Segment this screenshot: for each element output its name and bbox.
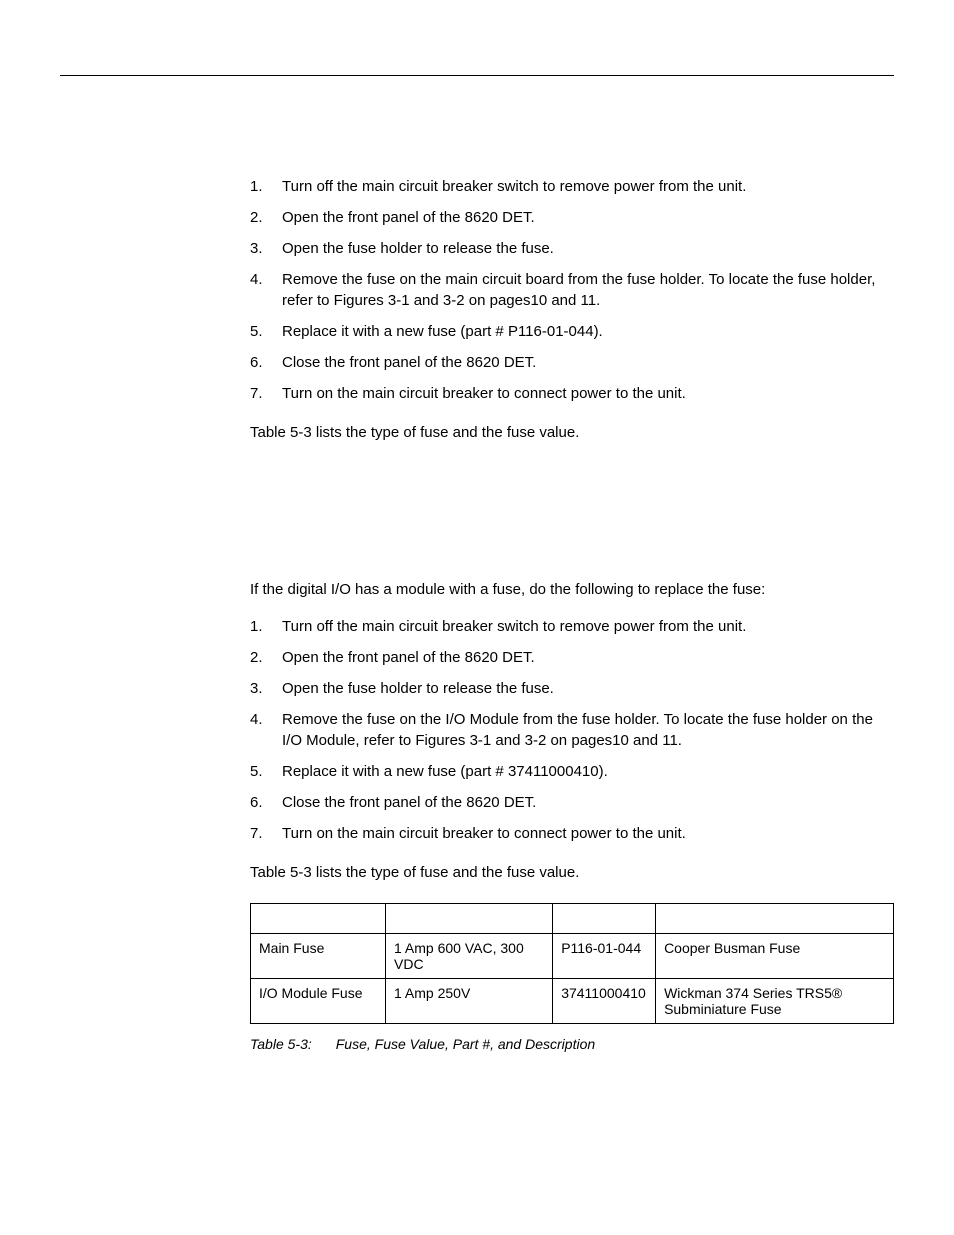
table-cell: Main Fuse xyxy=(251,934,386,979)
list-item: 1.Turn off the main circuit breaker swit… xyxy=(250,176,894,197)
section2-intro: If the digital I/O has a module with a f… xyxy=(250,579,894,600)
table-header xyxy=(553,904,656,934)
section1-steps: 1.Turn off the main circuit breaker swit… xyxy=(250,176,894,404)
table-cell: Cooper Busman Fuse xyxy=(656,934,894,979)
list-item: 3.Open the fuse holder to release the fu… xyxy=(250,238,894,259)
list-item: 1.Turn off the main circuit breaker swit… xyxy=(250,616,894,637)
list-item: 6.Close the front panel of the 8620 DET. xyxy=(250,352,894,373)
table-header xyxy=(386,904,553,934)
top-rule xyxy=(60,75,894,76)
table-header xyxy=(251,904,386,934)
fuse-table: Main Fuse 1 Amp 600 VAC, 300 VDC P116-01… xyxy=(250,903,894,1024)
table-header xyxy=(656,904,894,934)
table-cell: Wickman 374 Series TRS5® Subminiature Fu… xyxy=(656,979,894,1024)
list-item: 6.Close the front panel of the 8620 DET. xyxy=(250,792,894,813)
list-item: 4.Remove the fuse on the I/O Module from… xyxy=(250,709,894,751)
table-row: Main Fuse 1 Amp 600 VAC, 300 VDC P116-01… xyxy=(251,934,894,979)
table-caption: Table 5-3:Fuse, Fuse Value, Part #, and … xyxy=(250,1036,894,1052)
table-header-row xyxy=(251,904,894,934)
table-cell: 1 Amp 250V xyxy=(386,979,553,1024)
section2-footnote: Table 5-3 lists the type of fuse and the… xyxy=(250,862,894,883)
table-cell: 1 Amp 600 VAC, 300 VDC xyxy=(386,934,553,979)
list-item: 7.Turn on the main circuit breaker to co… xyxy=(250,383,894,404)
table-cell: P116-01-044 xyxy=(553,934,656,979)
list-item: 2.Open the front panel of the 8620 DET. xyxy=(250,207,894,228)
table-row: I/O Module Fuse 1 Amp 250V 37411000410 W… xyxy=(251,979,894,1024)
section1-footnote: Table 5-3 lists the type of fuse and the… xyxy=(250,422,894,443)
list-item: 3.Open the fuse holder to release the fu… xyxy=(250,678,894,699)
list-item: 5.Replace it with a new fuse (part # 374… xyxy=(250,761,894,782)
table-cell: 37411000410 xyxy=(553,979,656,1024)
list-item: 7.Turn on the main circuit breaker to co… xyxy=(250,823,894,844)
list-item: 5.Replace it with a new fuse (part # P11… xyxy=(250,321,894,342)
list-item: 2.Open the front panel of the 8620 DET. xyxy=(250,647,894,668)
table-cell: I/O Module Fuse xyxy=(251,979,386,1024)
section2-steps: 1.Turn off the main circuit breaker swit… xyxy=(250,616,894,844)
list-item: 4.Remove the fuse on the main circuit bo… xyxy=(250,269,894,311)
